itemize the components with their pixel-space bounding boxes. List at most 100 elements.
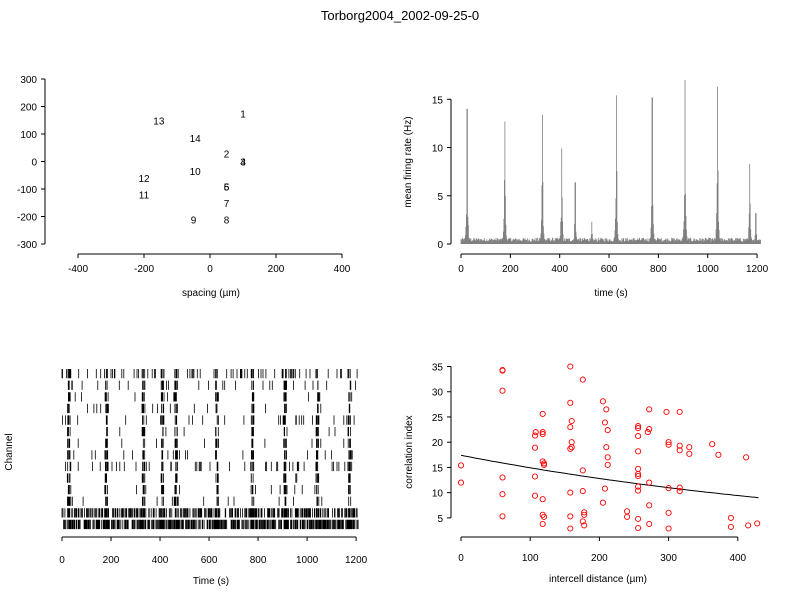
raster-channel-row [67, 496, 352, 506]
p4-y-tick-label: 10 [432, 489, 444, 500]
p2-y-tick-label: 5 [437, 192, 443, 203]
p1-y-tick-label: 300 [20, 75, 37, 86]
scatter-point [581, 522, 588, 529]
scatter-point [646, 406, 653, 413]
panel-spike-raster: Time (s) Channel 0 200 400 600 800 1000 1200 [4, 369, 368, 587]
scatter-point [635, 433, 642, 440]
p4-xlabel: intercell distance (µm) [549, 574, 647, 585]
p2-x-tick-label: 800 [650, 264, 667, 275]
p1-x-tick-label: -400 [68, 264, 88, 275]
p2-x-tick-label: 600 [601, 264, 618, 275]
p1-y-tick-label: -100 [17, 185, 37, 196]
p4-x-tick-label: 0 [458, 553, 464, 564]
raster-channel-row [67, 485, 351, 495]
p1-y-tick-label: 0 [31, 158, 37, 169]
raster-channel-row [66, 473, 351, 483]
scatter-point [567, 489, 574, 496]
raster-channel-row [63, 519, 359, 530]
scatter-point [709, 441, 716, 448]
firing-rate-trace [460, 80, 761, 244]
p1-y-tick-label: -200 [17, 213, 37, 224]
p1-y-tick-label: -300 [17, 240, 37, 251]
scatter-point [567, 525, 574, 532]
scatter-point [665, 441, 672, 448]
scatter-point [727, 523, 734, 530]
scatter-point [644, 429, 651, 436]
p1-x-tick-label: 200 [268, 264, 285, 275]
p1-y-tick-label: 200 [20, 103, 37, 114]
scatter-point [601, 485, 608, 492]
electrode-label: 9 [191, 215, 197, 226]
scatter-point [745, 522, 752, 529]
scatter-point [665, 485, 672, 492]
scatter-point [635, 423, 642, 430]
scatter-point [624, 513, 631, 520]
scatter-point [457, 479, 465, 486]
scatter-point [601, 419, 608, 426]
raster-channel-row [61, 369, 358, 379]
scatter-point [579, 376, 586, 383]
p2-x-tick-label: 1000 [697, 264, 720, 275]
scatter-point [531, 432, 539, 439]
raster-channel-row [65, 461, 353, 472]
scatter-point [599, 499, 606, 506]
p4-y-tick-label: 15 [432, 463, 444, 474]
p2-y-tick-label: 15 [432, 95, 444, 106]
p1-xlabel: spacing (µm) [182, 288, 240, 299]
scatter-point [579, 467, 586, 474]
scatter-point [531, 473, 539, 480]
p1-y-tick-label: 100 [20, 130, 37, 141]
scatter-point [663, 408, 670, 415]
scatter-point [635, 472, 642, 480]
scatter-point [531, 492, 539, 499]
scatter-point [676, 488, 683, 495]
p1-x-tick-label: 400 [334, 264, 351, 275]
scatter-point [568, 417, 575, 425]
raster-channel-row [67, 450, 353, 460]
p3-x-tick-label: 1200 [345, 555, 368, 566]
p2-y-tick-label: 0 [437, 240, 443, 251]
p2-x-tick-label: 200 [502, 264, 519, 275]
electrode-label: 10 [190, 167, 202, 178]
scatter-point [676, 408, 683, 415]
scatter-point [581, 509, 588, 516]
scatter-point [567, 399, 574, 406]
scatter-point [540, 460, 548, 467]
p3-x-tick-label: 400 [152, 555, 169, 566]
scatter-point [715, 451, 722, 458]
p4-y-tick-label: 25 [432, 413, 444, 424]
scatter-point [539, 429, 546, 436]
raster-channel-row [67, 438, 351, 448]
scatter-point [579, 488, 586, 495]
scatter-point [635, 425, 642, 432]
p4-ylabel: correlation index [404, 415, 415, 488]
scatter-point [539, 520, 546, 527]
scatter-point [579, 518, 586, 525]
scatter-point [539, 410, 546, 417]
scatter-point [539, 496, 546, 503]
p2-x-tick-label: 0 [458, 264, 464, 275]
p4-y-tick-label: 30 [432, 388, 444, 399]
scatter-point [567, 424, 574, 431]
scatter-point [676, 447, 683, 454]
electrode-label: 3 [240, 158, 246, 169]
scatter-point [727, 514, 734, 521]
electrode-label: 12 [138, 174, 150, 185]
scatter-point [635, 448, 642, 455]
scatter-point [635, 470, 642, 478]
scatter-point [540, 513, 548, 520]
scatter-point [532, 429, 539, 436]
electrode-label: 7 [224, 199, 230, 210]
raster-channel-row [67, 380, 356, 390]
electrode-label: 2 [224, 149, 230, 160]
figure-title: Torborg2004_2002-09-25-0 [320, 8, 480, 23]
scatter-point [646, 520, 653, 527]
p4-x-tick-label: 300 [660, 553, 677, 564]
scatter-point [665, 509, 672, 516]
scatter-point [531, 444, 539, 451]
scatter-point [499, 367, 506, 374]
p4-x-tick-label: 400 [729, 553, 746, 564]
scatter-point [567, 445, 574, 452]
electrode-label: 6 [224, 182, 230, 193]
